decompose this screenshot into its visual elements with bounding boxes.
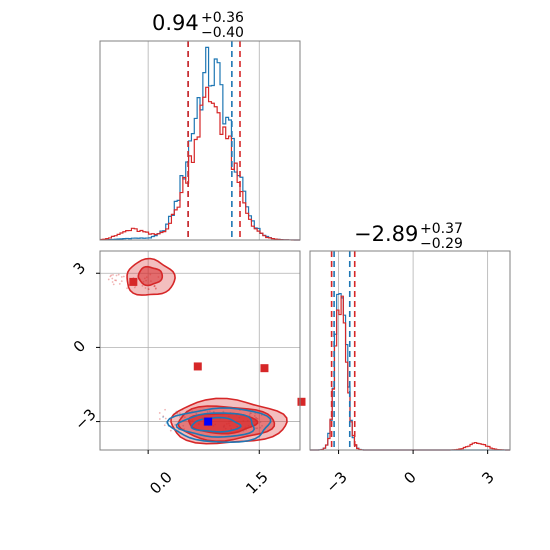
title-param2-plus: +0.37 <box>420 221 463 237</box>
density-contour-blue-inner <box>190 416 242 433</box>
sample-point <box>107 278 110 281</box>
sample-point <box>153 284 156 287</box>
sample-point <box>195 412 198 415</box>
sample-point <box>206 410 209 413</box>
sample-point <box>248 414 251 416</box>
tick-label-y1-c: 3 <box>70 259 89 278</box>
tick-label-x1-b: 0 <box>400 468 419 487</box>
sample-point <box>178 415 181 418</box>
sample-point <box>133 286 136 289</box>
histogram-panel-param1 <box>99 40 301 241</box>
sample-point <box>120 280 123 282</box>
sample-point <box>112 273 114 276</box>
sample-point <box>126 287 128 290</box>
marker-blue <box>204 417 213 426</box>
sample-point <box>115 274 118 277</box>
sample-point <box>158 412 161 414</box>
sample-point <box>162 416 164 418</box>
sample-point <box>158 418 161 420</box>
sample-point <box>118 283 121 285</box>
sample-point <box>259 421 262 424</box>
sample-point <box>163 424 166 427</box>
sample-point <box>249 412 252 415</box>
sample-point <box>153 285 156 288</box>
sample-point <box>114 279 116 282</box>
sample-point <box>222 410 225 413</box>
tick-label-x0-b: 1.5 <box>242 468 272 498</box>
sample-point <box>255 417 258 420</box>
density-contour-red-secondary-inner <box>137 265 164 287</box>
sample-point <box>250 412 252 415</box>
marker-red-3 <box>129 277 138 286</box>
sample-point <box>115 279 118 282</box>
tick-label-y1-a: −3 <box>71 405 99 433</box>
histogram-series-red <box>100 86 300 241</box>
title-param2-median: −2.89 <box>354 222 418 246</box>
sample-point <box>154 287 157 290</box>
sample-point <box>153 285 156 288</box>
sample-point <box>162 415 165 418</box>
sample-point <box>120 276 123 278</box>
sample-point <box>111 281 114 283</box>
sample-point <box>109 275 112 278</box>
marker-red-2 <box>297 397 306 406</box>
tick-label-y1-b: 0 <box>70 337 89 356</box>
sample-point <box>178 412 181 415</box>
sample-point <box>144 287 147 289</box>
title-param2: −2.89 +0.37 −0.29 <box>354 221 463 252</box>
sample-point <box>164 417 167 420</box>
density-contour-blue-outer <box>166 407 272 444</box>
title-param1: 0.94 +0.36 −0.40 <box>152 10 244 41</box>
density-contour-blue-mid <box>175 412 256 438</box>
title-param1-plus: +0.36 <box>201 10 244 26</box>
sample-point <box>147 288 150 291</box>
histogram-panel-param2 <box>309 250 511 454</box>
sample-point <box>141 285 144 287</box>
axes-frame-hist1 <box>99 40 301 241</box>
sample-point <box>261 424 263 427</box>
tick-label-x0-a: 0.0 <box>146 468 176 498</box>
tick-label-x1-a: −3 <box>322 468 350 496</box>
sample-point <box>208 410 211 413</box>
sample-point <box>183 416 186 419</box>
title-param1-minus: −0.40 <box>201 25 244 41</box>
joint-density-panel <box>96 250 306 454</box>
tick-label-x1-c: 3 <box>478 468 497 487</box>
sample-point <box>112 283 115 286</box>
sample-point <box>169 429 172 432</box>
sample-point <box>253 415 256 417</box>
sample-point <box>256 427 259 430</box>
title-param2-minus: −0.29 <box>420 236 463 252</box>
histogram-series-blue <box>100 46 300 241</box>
sample-point <box>110 274 113 277</box>
sample-point <box>147 288 150 290</box>
sample-point <box>164 408 166 411</box>
axes-frame-joint <box>99 250 301 451</box>
sample-point <box>122 275 125 278</box>
sample-point <box>117 273 120 276</box>
sample-point <box>174 423 177 426</box>
sample-point <box>111 277 114 280</box>
marker-red-0 <box>193 362 202 371</box>
sample-point <box>182 424 185 427</box>
histogram-series-blue <box>310 292 510 451</box>
title-param1-median: 0.94 <box>152 11 199 35</box>
sample-point <box>254 427 257 430</box>
sample-point <box>256 418 259 420</box>
sample-point <box>259 426 262 429</box>
histogram-series-red <box>310 295 510 451</box>
sample-point <box>255 416 257 419</box>
axes-frame-hist2 <box>309 250 511 451</box>
sample-point <box>154 287 157 290</box>
marker-red-1 <box>260 364 269 373</box>
